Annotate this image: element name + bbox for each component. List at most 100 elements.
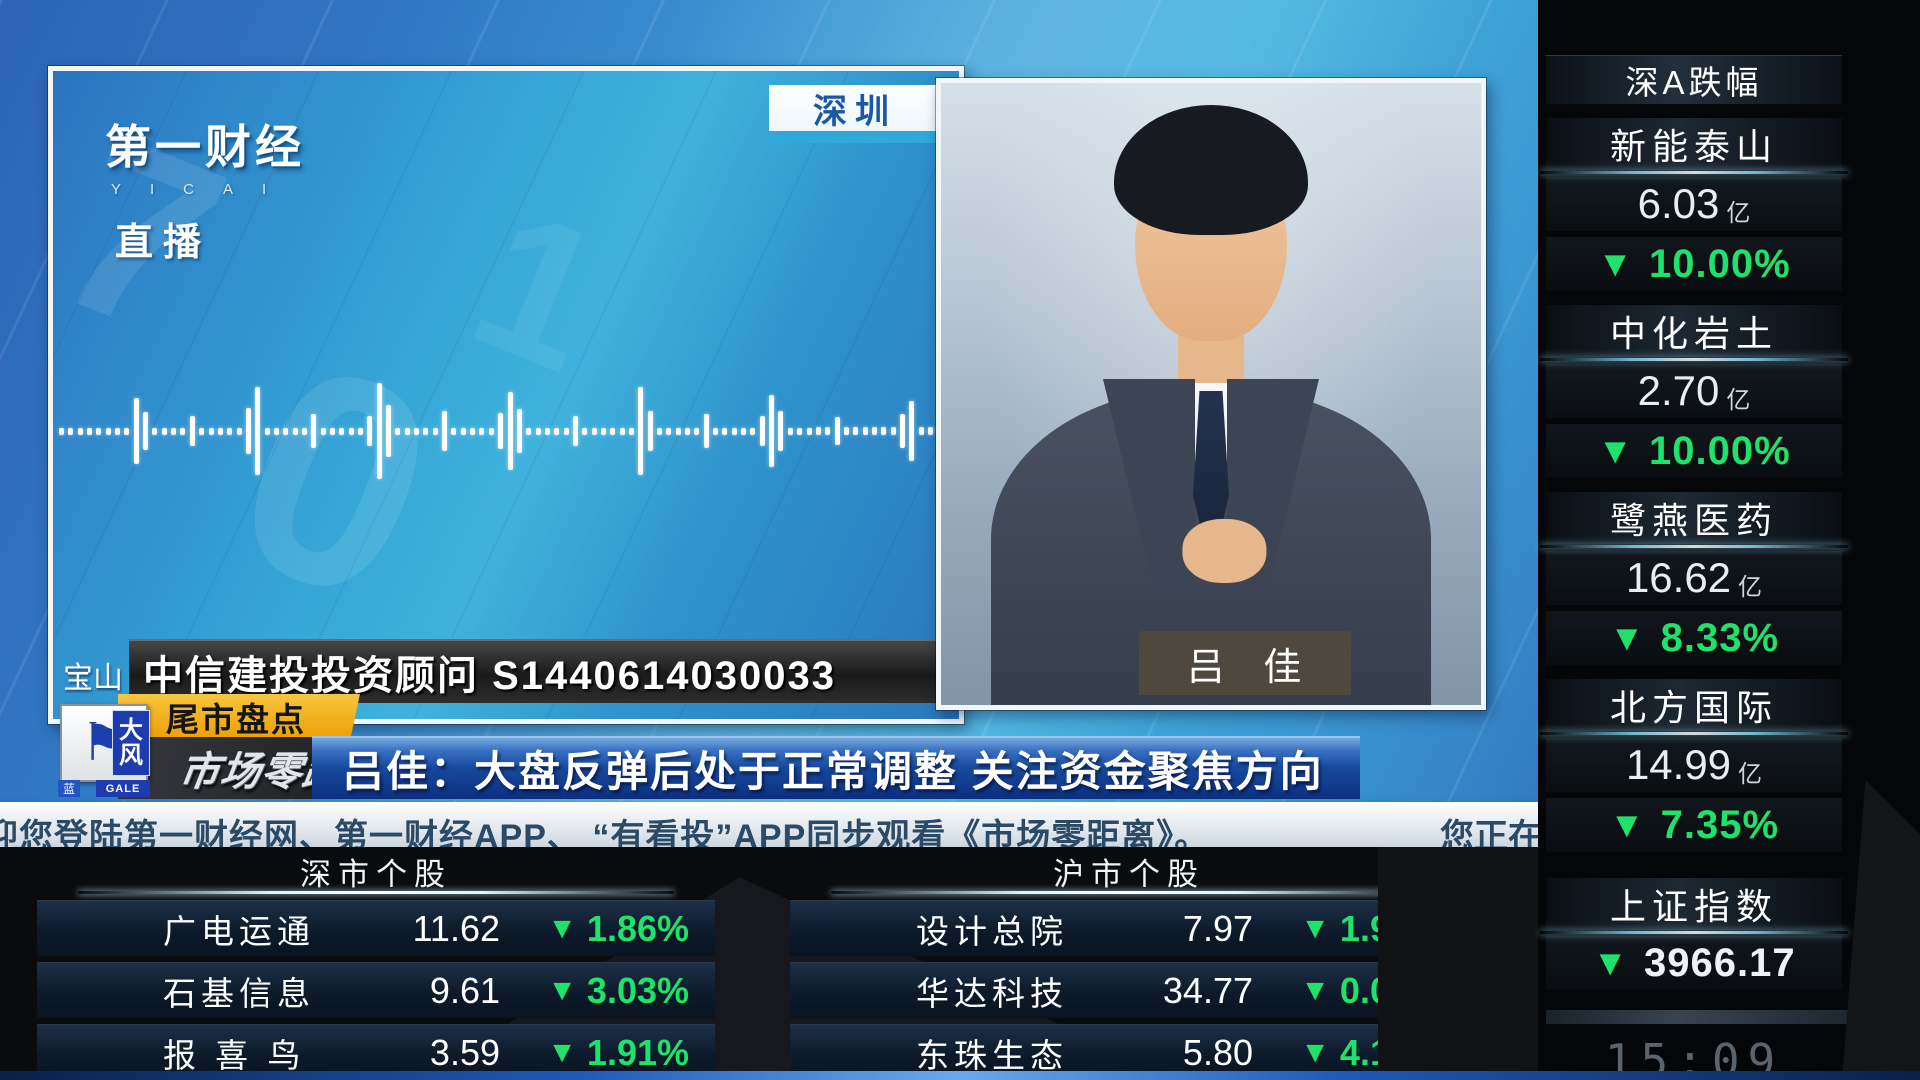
waveform-bar xyxy=(273,427,279,435)
waveform-bar xyxy=(713,427,719,435)
sidebar-stock: 新能泰山 6.03 亿 ▼ 10.00% xyxy=(1538,118,1920,291)
down-triangle-icon: ▼ xyxy=(1608,804,1645,845)
decliners-sidebar: 深A跌幅 新能泰山 6.03 亿 ▼ 10.00% 中化岩土 2.70 亿 ▼ 10.0… xyxy=(1538,0,1920,1080)
waveform-bar xyxy=(544,427,550,435)
turnover-unit: 亿 xyxy=(1726,386,1751,414)
waveform-bar xyxy=(87,427,93,435)
waveform-bar xyxy=(301,427,307,435)
stock-change: ▼ 10.00% xyxy=(1546,424,1842,478)
waveform-bar xyxy=(189,416,195,446)
waveform-bar xyxy=(395,427,401,435)
down-triangle-icon: ▼ xyxy=(1592,942,1629,983)
stock-change: ▼ 3.03% xyxy=(547,969,689,1011)
presenter-name: 吕 佳 xyxy=(1139,631,1351,695)
waveform-bar xyxy=(899,414,905,448)
waveform-bar xyxy=(918,427,924,435)
stock-name: 北方国际 xyxy=(1540,679,1848,735)
logo-subtext: YICAI xyxy=(111,181,296,198)
waveform-bar xyxy=(787,427,793,435)
waveform-bar xyxy=(264,427,270,435)
waveform-bar xyxy=(563,427,569,435)
turnover-value: 16.62 xyxy=(1625,554,1732,601)
waveform-bar xyxy=(535,427,541,435)
waveform-bar xyxy=(208,427,214,435)
index-value-row: ▼ 3966.17 xyxy=(1546,936,1842,990)
waveform-bar xyxy=(769,395,775,467)
index-block: 上证指数 ▼ 3966.17 xyxy=(1538,878,1920,990)
waveform-bar xyxy=(115,427,121,435)
location-label: 深圳 xyxy=(769,85,941,131)
sidebar-title: 深A跌幅 xyxy=(1546,55,1842,104)
waveform-bar xyxy=(778,411,784,451)
waveform-bar xyxy=(320,427,326,435)
waveform-bar xyxy=(460,427,466,435)
waveform-bar xyxy=(694,427,700,435)
waveform-bar xyxy=(825,427,831,435)
stock-change: ▼ 1.91% xyxy=(547,1031,689,1073)
news-ticker: 迎您登陆第一财经网、第一财经APP、 “有看投”APP同步观看《市场零距离》。 … xyxy=(0,802,1538,850)
location-tag-underline xyxy=(769,131,941,143)
waveform-bar xyxy=(498,413,504,449)
stock-name: 广电运通 xyxy=(163,912,315,950)
stock-name: 石基信息 xyxy=(163,974,315,1012)
stock-price: 3.59 xyxy=(429,1031,500,1073)
waveform-bar xyxy=(657,427,662,435)
waveform-bar xyxy=(414,427,420,435)
waveform-bar xyxy=(815,427,821,435)
logo-text: 第一财经 xyxy=(105,121,305,173)
waveform-bar xyxy=(722,427,728,435)
gale-warning-badge: 大风 xyxy=(112,710,150,776)
program-tag: 尾市盘点 xyxy=(118,694,360,739)
waveform-bar xyxy=(759,416,765,446)
presenter-hair-fringe xyxy=(1131,143,1291,195)
waveform-bar xyxy=(881,427,887,435)
waveform-bar xyxy=(236,427,242,435)
yicai-logo: 第一财经 YICAI xyxy=(105,111,305,198)
stock-row: 设计总院 7.97 ▼ 1.97% xyxy=(790,900,1468,956)
sidebar-stock: 鹭燕医药 16.62 亿 ▼ 8.33% xyxy=(1538,492,1920,665)
location-tag: 深圳 xyxy=(769,85,941,143)
down-triangle-icon: ▼ xyxy=(1597,430,1633,471)
waveform-bar xyxy=(600,427,606,435)
stock-price: 34.77 xyxy=(1162,969,1253,1011)
stock-name: 华达科技 xyxy=(916,974,1068,1012)
caption-text: 中信建投投资顾问 S1440614030033 xyxy=(143,654,836,698)
waveform-bar xyxy=(404,427,410,435)
waveform-bar xyxy=(806,427,812,435)
waveform-bar xyxy=(591,427,597,435)
down-triangle-icon: ▼ xyxy=(1608,617,1645,658)
down-triangle-icon: ▼ xyxy=(1300,911,1330,945)
waveform-bar xyxy=(180,427,186,435)
table-rows: 广电运通 11.62 ▼ 1.86% 石基信息 9.61 ▼ 3.03% 报 喜 鸟… xyxy=(37,900,715,1080)
waveform-bar xyxy=(470,427,476,435)
stock-change: ▼ 4.13% xyxy=(1300,1031,1442,1073)
down-triangle-icon: ▼ xyxy=(547,973,577,1007)
turnover-unit: 亿 xyxy=(1738,573,1763,601)
presenter-hand xyxy=(1182,519,1267,583)
stock-name: 新能泰山 xyxy=(1540,118,1848,174)
warning-level-badge: 蓝 xyxy=(58,780,80,797)
waveform-bar xyxy=(161,427,167,435)
waveform-bar xyxy=(507,392,513,470)
turnover-unit: 亿 xyxy=(1726,199,1751,227)
gale-label: GALE xyxy=(96,780,150,797)
waveform-bar xyxy=(638,387,644,475)
waveform-bar xyxy=(647,411,653,451)
waveform-bar xyxy=(582,427,588,435)
table-title: 深市个股 xyxy=(37,851,715,894)
index-value: 3966.17 xyxy=(1644,940,1796,985)
change-percent: 10.00% xyxy=(1648,428,1791,473)
waveform-bar xyxy=(348,427,354,435)
stock-turnover: 16.62 亿 xyxy=(1546,551,1842,605)
waveform-bar xyxy=(292,427,298,435)
stock-price: 11.62 xyxy=(412,907,500,949)
stock-change: ▼ 10.00% xyxy=(1546,237,1842,291)
waveform-bar xyxy=(245,408,251,454)
waveform-bar xyxy=(890,427,896,435)
presenter-portrait: 吕 佳 xyxy=(941,83,1481,705)
waveform-bar xyxy=(152,427,158,435)
waveform-bar xyxy=(255,387,261,475)
stock-name: 报 喜 鸟 xyxy=(163,1036,306,1074)
sidebar-stock: 北方国际 14.99 亿 ▼ 7.35% xyxy=(1538,679,1920,852)
waveform-bar xyxy=(227,427,233,435)
